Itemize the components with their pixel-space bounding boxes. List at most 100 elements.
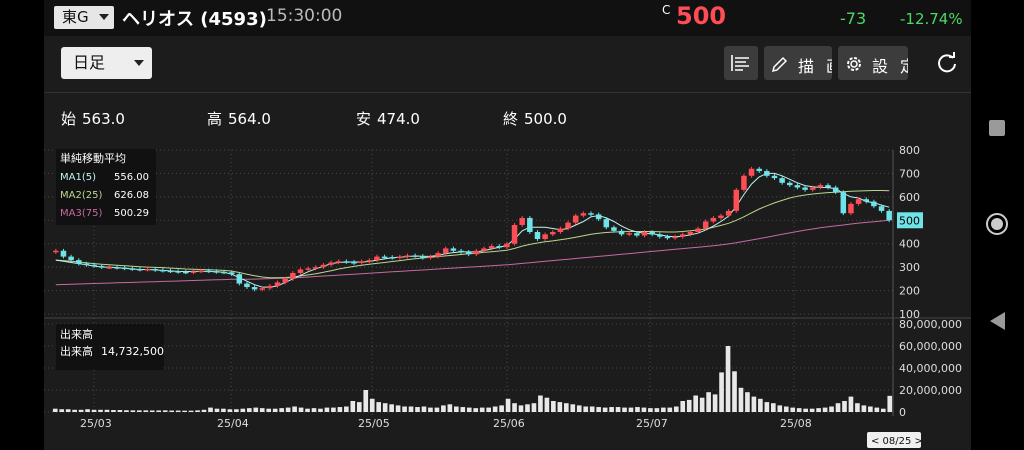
volume-bar bbox=[686, 399, 692, 412]
candle-body bbox=[878, 206, 885, 211]
candle-body bbox=[68, 256, 74, 261]
volume-bar bbox=[583, 406, 589, 412]
volume-axis-tick: 0 bbox=[899, 406, 906, 419]
volume-bar bbox=[531, 403, 537, 412]
volume-axis-tick: 20,000,000 bbox=[899, 384, 962, 397]
volume-bar bbox=[253, 407, 259, 412]
candle-body bbox=[205, 270, 212, 273]
ma-legend-value: 626.08 bbox=[114, 190, 149, 201]
candle-body bbox=[137, 269, 143, 271]
volume-bar bbox=[667, 407, 673, 412]
volume-bar bbox=[803, 408, 808, 412]
draw-button[interactable]: 描画 bbox=[764, 46, 832, 80]
candle-body bbox=[76, 260, 82, 264]
period-select[interactable]: 日足 bbox=[61, 47, 152, 79]
candle-body bbox=[695, 228, 701, 232]
gear-icon bbox=[847, 57, 861, 71]
indicator-list-button[interactable] bbox=[724, 46, 758, 80]
candle-body bbox=[756, 168, 762, 172]
candle-body bbox=[817, 185, 824, 188]
candle-body bbox=[343, 261, 350, 263]
candle-body bbox=[626, 233, 632, 235]
time-axis-tick: 25/03 bbox=[80, 417, 112, 430]
candle-body bbox=[603, 219, 610, 228]
volume-bar bbox=[512, 403, 517, 412]
candle-body bbox=[848, 203, 854, 214]
candle-body bbox=[618, 230, 625, 235]
open-value: 始 563.0 bbox=[61, 110, 125, 128]
volume-bar bbox=[770, 403, 776, 412]
volume-bar bbox=[783, 406, 789, 412]
volume-bar bbox=[98, 409, 103, 412]
ma-legend-value: 556.00 bbox=[114, 172, 149, 183]
candle-body bbox=[794, 185, 801, 188]
candle-body bbox=[442, 248, 449, 254]
candle-body bbox=[144, 269, 151, 271]
candle-body bbox=[381, 256, 388, 259]
candle-body bbox=[725, 210, 732, 216]
candle-body bbox=[519, 217, 525, 225]
volume-bar bbox=[421, 406, 427, 412]
volume-bar bbox=[486, 407, 492, 412]
volume-bar bbox=[551, 401, 556, 412]
square-recent-icon[interactable] bbox=[988, 119, 1006, 137]
candle-body bbox=[550, 232, 556, 235]
price-axis-tick: 600 bbox=[899, 191, 920, 204]
candle-body bbox=[290, 273, 296, 279]
candle-body bbox=[840, 192, 847, 214]
volume-bar bbox=[324, 407, 330, 412]
candle-body bbox=[274, 282, 281, 286]
volume-bar bbox=[195, 410, 200, 412]
volume-bar bbox=[887, 395, 893, 412]
ma3-line bbox=[55, 219, 890, 286]
volume-bar bbox=[240, 408, 246, 412]
candle-body bbox=[412, 255, 418, 257]
volume-bar bbox=[350, 401, 356, 412]
refresh-icon[interactable] bbox=[936, 52, 958, 74]
candle-body bbox=[572, 215, 579, 223]
candle-body bbox=[160, 269, 166, 272]
volume-bar bbox=[408, 406, 414, 412]
volume-bar bbox=[654, 408, 660, 412]
volume-bar bbox=[479, 407, 485, 412]
candle-body bbox=[886, 210, 892, 221]
volume-bar bbox=[175, 410, 181, 412]
market-select[interactable]: 東G bbox=[54, 6, 114, 29]
volume-bar bbox=[557, 402, 563, 412]
volume-bar bbox=[809, 408, 815, 412]
candle-body bbox=[611, 227, 617, 231]
candle-body bbox=[825, 185, 831, 188]
close-value: 終 500.0 bbox=[503, 110, 567, 128]
candle-body bbox=[152, 269, 158, 271]
date-tag-box[interactable] bbox=[867, 432, 921, 448]
volume-bar bbox=[356, 402, 362, 412]
price-prefix: C bbox=[662, 3, 671, 17]
volume-bar bbox=[473, 408, 479, 412]
volume-bar bbox=[505, 398, 511, 412]
volume-bar bbox=[434, 407, 440, 412]
volume-bar bbox=[790, 407, 796, 412]
settings-label: 設定 bbox=[872, 57, 908, 76]
volume-bar bbox=[395, 405, 401, 412]
candle-body bbox=[60, 250, 67, 257]
home-circle-icon[interactable] bbox=[985, 212, 1009, 236]
candle-body bbox=[435, 253, 441, 257]
volume-legend-title: 出来高 bbox=[60, 327, 93, 341]
back-triangle-icon[interactable] bbox=[988, 311, 1006, 331]
candle-body bbox=[504, 243, 510, 248]
volume-bar bbox=[382, 403, 388, 412]
candle-body bbox=[320, 264, 327, 268]
candle-body bbox=[527, 217, 533, 232]
volume-bar bbox=[466, 407, 472, 412]
volume-bar bbox=[59, 409, 65, 412]
candle-body bbox=[328, 262, 334, 265]
candle-body bbox=[305, 268, 311, 270]
volume-bar bbox=[699, 397, 705, 412]
volume-legend-value: 14,732,500 bbox=[101, 345, 164, 358]
settings-button[interactable]: 設定 bbox=[838, 46, 908, 80]
volume-bar bbox=[428, 407, 433, 412]
volume-bar bbox=[272, 408, 278, 412]
candle-body bbox=[672, 236, 678, 239]
volume-bar bbox=[169, 410, 175, 412]
